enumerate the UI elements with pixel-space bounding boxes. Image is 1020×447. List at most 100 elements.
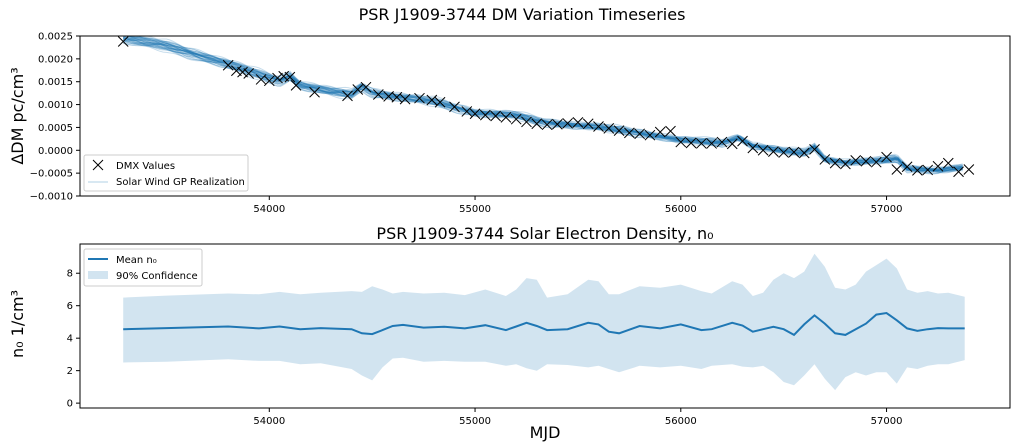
gp-realization-line [123,40,963,174]
gp-realization-line [125,36,963,171]
dmx-point [716,136,728,148]
dmx-point [593,121,604,132]
dmx-point [461,106,473,117]
dmx-point [757,144,769,156]
dmx-point [449,101,460,113]
gp-realization-line [123,38,963,173]
dmx-point [290,80,302,91]
dmx-point [860,155,872,167]
bottom-y-axis: 0 2 4 6 8 [67,269,80,410]
dmx-point [840,158,851,170]
dmx-point [551,118,563,130]
dmx-point [706,138,718,149]
bottom-y-tick-label: 8 [67,269,73,280]
dmx-point [809,144,820,155]
top-y-axis: 0.0025 0.0020 0.0015 0.0010 0.0005 0.0000 −0.0… [30,32,80,203]
dmx-point [685,137,697,149]
dmx-point [352,84,364,95]
dmx-point [284,71,296,83]
bottom-y-tick-label: 0 [67,399,73,410]
bottom-chart-title: PSR J1909-3744 Solar Electron Density, n… [376,224,713,243]
dmx-point [963,164,975,175]
top-x-tick-label: 55000 [459,204,491,215]
dmx-point [829,157,841,169]
gp-realization-line [123,36,963,172]
gp-realization-line [123,37,963,171]
top-plot-area [117,36,975,178]
gp-realization-line [123,37,963,171]
bottom-x-tick-label: 55000 [459,416,491,427]
bottom-x-axis-label: MJD [530,423,561,442]
gp-realization-line [123,36,963,172]
dmx-point [922,164,934,176]
dmx-point [490,110,501,122]
dmx-point [819,154,831,165]
dmx-point [414,92,425,104]
dmx-point [434,96,446,108]
gp-realization-line [127,36,963,171]
gp-realization-line [130,36,963,170]
bottom-legend-box [83,248,203,287]
dmx-point [272,72,283,84]
dmx-point [360,81,372,93]
top-chart-title: PSR J1909-3744 DM Variation Timeseries [359,5,686,24]
gp-realization-line [123,37,963,171]
gp-realization-line [127,36,963,170]
top-y-axis-label: ΔDM pc/cm³ [8,67,27,164]
gp-realization-line [123,40,963,172]
dmx-point [942,157,954,169]
bottom-y-tick-label: 4 [67,334,73,345]
gp-realization-line [123,39,963,172]
bottom-legend: Mean n₀ 90% Confidence [83,248,203,287]
dmx-point [562,117,573,129]
dmx-point [391,91,403,103]
dmx-point [469,108,481,120]
gp-realization-line [123,42,963,175]
top-y-tick-label: 0.0010 [38,100,73,111]
top-x-tick-label: 56000 [665,204,697,215]
dmx-point [747,142,759,154]
dmx-point [891,164,903,175]
top-x-axis: 54000 55000 56000 57000 [253,196,902,215]
gp-realization-line [126,36,963,171]
dm-timeseries-panel: PSR J1909-3744 DM Variation Timeseries 0… [8,5,1011,215]
dmx-point [263,75,275,87]
dmx-point [582,118,594,130]
gp-realization-line [125,36,963,172]
bottom-y-axis-label: n₀ 1/cm³ [8,290,27,358]
dmx-point [881,151,892,163]
electron-density-panel: PSR J1909-3744 Solar Electron Density, n… [8,224,1011,442]
bottom-y-tick-label: 6 [67,301,73,312]
dmx-point [222,59,234,71]
top-y-tick-label: 0.0000 [38,146,73,157]
gp-realization-line [123,38,963,171]
gp-realization-line [123,38,963,172]
dmx-point [798,147,810,159]
top-y-tick-label: 0.0015 [38,77,73,88]
dmx-point [953,166,964,178]
dmx-point [117,36,129,47]
gp-realization-line [123,36,963,172]
gp-realization-line [123,38,963,174]
dmx-point [426,94,438,106]
gp-realization-line [123,37,963,172]
gp-realization-line [123,40,963,172]
dmx-point [850,154,862,166]
dmx-point [531,118,543,130]
gp-realization-line [123,36,963,171]
gp-realization-line [123,41,963,174]
gp-realization-line [123,37,963,173]
gp-realization-line [126,36,963,171]
gp-realization-line [123,38,963,172]
gp-realization-line [123,42,963,174]
dmx-point [634,128,645,140]
bottom-axes-frame [79,243,1011,409]
gp-realization-line [123,42,963,175]
dmx-point [912,165,923,176]
dmx-point [768,146,779,158]
dmx-point [572,117,584,128]
dmx-point [243,68,255,79]
gp-realization-line [123,38,963,172]
top-legend-box [83,154,249,192]
